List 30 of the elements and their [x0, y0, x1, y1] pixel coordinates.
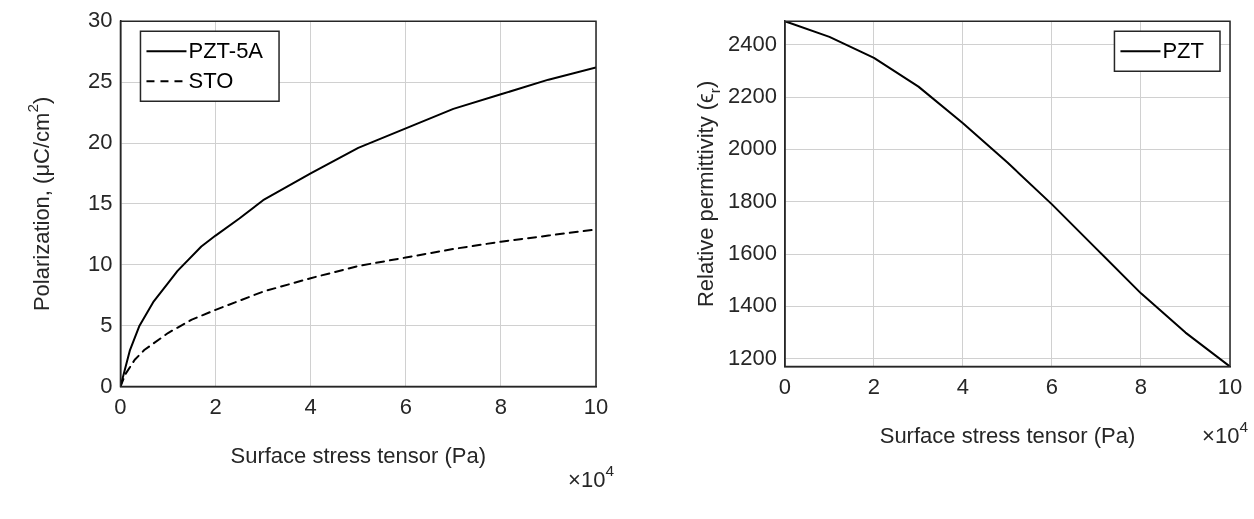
x-axis-title: Surface stress tensor (Pa)	[230, 442, 487, 468]
x-tick-label: 8	[1134, 373, 1148, 399]
y-axis-title: Relative permittivity (ϵr)	[693, 80, 723, 308]
x-axis-title: Surface stress tensor (Pa)	[879, 422, 1136, 448]
legend-label: PZT	[1162, 38, 1205, 64]
y-tick-label: 1800	[727, 187, 777, 213]
y-axis-title: Polarization, (μC/cm2)	[23, 96, 54, 312]
x-tick-label: 10	[1217, 373, 1243, 399]
y-tick-label: 1600	[727, 240, 777, 266]
y-tick-label: 2000	[727, 135, 777, 161]
y-tick-label: 30	[87, 7, 113, 33]
y-tick-label: 5	[100, 311, 113, 337]
y-tick-label: 10	[87, 250, 113, 276]
y-tick-label: 20	[87, 129, 113, 155]
x-tick-label: 2	[867, 373, 881, 399]
x-tick-label: 6	[1045, 373, 1059, 399]
x-tick-label: 2	[209, 393, 222, 419]
y-tick-label: 15	[87, 189, 113, 215]
y-tick-label: 2400	[727, 30, 777, 56]
x-tick-label: 6	[399, 393, 412, 419]
legend-label: PZT-5A	[188, 38, 264, 64]
y-tick-label: 1200	[727, 344, 777, 370]
legend-label: STO	[188, 68, 234, 94]
y-tick-label: 1400	[727, 292, 777, 318]
y-tick-label: 2200	[727, 83, 777, 109]
y-tick-label: 25	[87, 68, 113, 94]
x-tick-label: 4	[304, 393, 317, 419]
x-tick-label: 4	[956, 373, 970, 399]
x-tick-label: 8	[494, 393, 508, 419]
x-tick-label: 10	[583, 393, 609, 419]
